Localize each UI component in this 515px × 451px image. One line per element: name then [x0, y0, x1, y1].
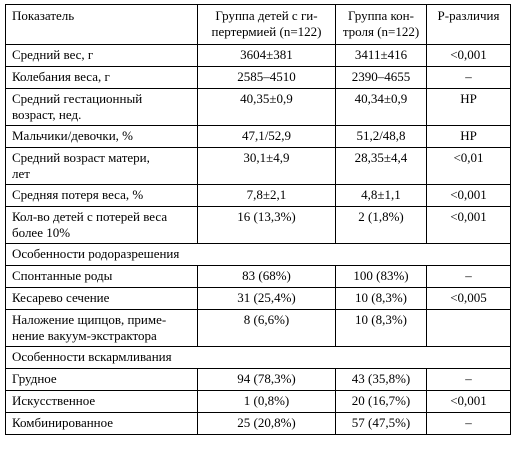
empty-cell — [426, 309, 511, 347]
header-cell: Группа кон- троля (n=122) — [335, 4, 427, 45]
table-cell: 3411±416 — [335, 44, 427, 67]
table-cell: Мальчики/девочки, % — [5, 125, 198, 148]
table-cell: 40,34±0,9 — [335, 88, 427, 126]
table-cell: 2 (1,8%) — [335, 206, 427, 244]
table-cell: 47,1/52,9 — [197, 125, 336, 148]
table-cell: 30,1±4,9 — [197, 147, 336, 185]
table-row: Кол-во детей с потерей веса более 10% 16 … — [5, 206, 511, 244]
table-cell: <0,001 — [426, 184, 511, 207]
table-row: Грудное 94 (78,3%) 43 (35,8%) – — [5, 368, 511, 391]
table-cell: 3604±381 — [197, 44, 336, 67]
table-cell: 10 (8,3%) — [335, 309, 427, 347]
table-cell: Средний возраст матери, лет — [5, 147, 198, 185]
table-cell: 1 (0,8%) — [197, 390, 336, 413]
table-row: Наложение щипцов, приме- нение вакуум-эк… — [5, 309, 511, 347]
table-row: Средний вес, г 3604±381 3411±416 <0,001 — [5, 44, 511, 67]
table-cell: <0,005 — [426, 287, 511, 310]
table-cell: <0,001 — [426, 44, 511, 67]
data-table: Показатель Группа детей с ги- пертермией … — [5, 4, 511, 435]
table-cell: – — [426, 265, 511, 288]
table-row: Искусственное 1 (0,8%) 20 (16,7%) <0,001 — [5, 390, 511, 413]
table-cell: <0,01 — [426, 147, 511, 185]
table-cell: 10 (8,3%) — [335, 287, 427, 310]
table-cell: 4,8±1,1 — [335, 184, 427, 207]
table-cell: <0,001 — [426, 206, 511, 244]
table-row: Спонтанные роды 83 (68%) 100 (83%) – — [5, 265, 511, 288]
table-cell: 100 (83%) — [335, 265, 427, 288]
section-cell: Особенности родоразрешения — [5, 243, 511, 266]
table-cell: 2585–4510 — [197, 66, 336, 89]
table-cell: 8 (6,6%) — [197, 309, 336, 347]
table-cell: Средний гестационный возраст, нед. — [5, 88, 198, 126]
table-cell: Искусственное — [5, 390, 198, 413]
table-cell: Средняя потеря веса, % — [5, 184, 198, 207]
header-row: Показатель Группа детей с ги- пертермией … — [5, 4, 511, 45]
table-cell: <0,001 — [426, 390, 511, 413]
table-cell: – — [426, 368, 511, 391]
section-cell: Особенности вскармливания — [5, 346, 511, 369]
table-cell: Наложение щипцов, приме- нение вакуум-эк… — [5, 309, 198, 347]
table-row: Средний гестационный возраст, нед. 40,35±… — [5, 88, 511, 126]
table-cell: – — [426, 66, 511, 89]
table-cell: 31 (25,4%) — [197, 287, 336, 310]
table-cell: НР — [426, 125, 511, 148]
table-row: Комбинированное 25 (20,8%) 57 (47,5%) – — [5, 412, 511, 435]
table-cell: Кол-во детей с потерей веса более 10% — [5, 206, 198, 244]
table-cell: 40,35±0,9 — [197, 88, 336, 126]
header-cell: Показатель — [5, 4, 198, 45]
table-cell: 28,35±4,4 — [335, 147, 427, 185]
table-row: Средняя потеря веса, % 7,8±2,1 4,8±1,1 <0,0… — [5, 184, 511, 207]
table-cell: Грудное — [5, 368, 198, 391]
table-cell: – — [426, 412, 511, 435]
table-cell: 51,2/48,8 — [335, 125, 427, 148]
table-row: Кесарево сечение 31 (25,4%) 10 (8,3%) <0,00… — [5, 287, 511, 310]
table-cell: 2390–4655 — [335, 66, 427, 89]
table-body: Средний вес, г 3604±381 3411±416 <0,001 Коле… — [5, 44, 511, 435]
table-cell: Колебания веса, г — [5, 66, 198, 89]
table-head: Показатель Группа детей с ги- пертермией … — [5, 4, 511, 45]
table-row: Колебания веса, г 2585–4510 2390–4655– — [5, 66, 511, 89]
table-cell: 43 (35,8%) — [335, 368, 427, 391]
table-cell: 20 (16,7%) — [335, 390, 427, 413]
header-cell: Группа детей с ги- пертермией (n=122) — [197, 4, 336, 45]
section-row: Особенности родоразрешения — [5, 243, 511, 266]
table-cell: Спонтанные роды — [5, 265, 198, 288]
table-row: Мальчики/девочки, % 47,1/52,9 51,2/48,8 НР — [5, 125, 511, 148]
table-cell: 57 (47,5%) — [335, 412, 427, 435]
table-cell: 7,8±2,1 — [197, 184, 336, 207]
table-cell: 25 (20,8%) — [197, 412, 336, 435]
table-cell: 83 (68%) — [197, 265, 336, 288]
table-cell: Комбинированное — [5, 412, 198, 435]
section-row: Особенности вскармливания — [5, 346, 511, 369]
table-row: Средний возраст матери, лет 30,1±4,9 28,35… — [5, 147, 511, 185]
table-cell: 94 (78,3%) — [197, 368, 336, 391]
header-cell: Р-различия — [426, 4, 511, 45]
table-cell: НР — [426, 88, 511, 126]
table-cell: Средний вес, г — [5, 44, 198, 67]
table-cell: Кесарево сечение — [5, 287, 198, 310]
table-cell: 16 (13,3%) — [197, 206, 336, 244]
